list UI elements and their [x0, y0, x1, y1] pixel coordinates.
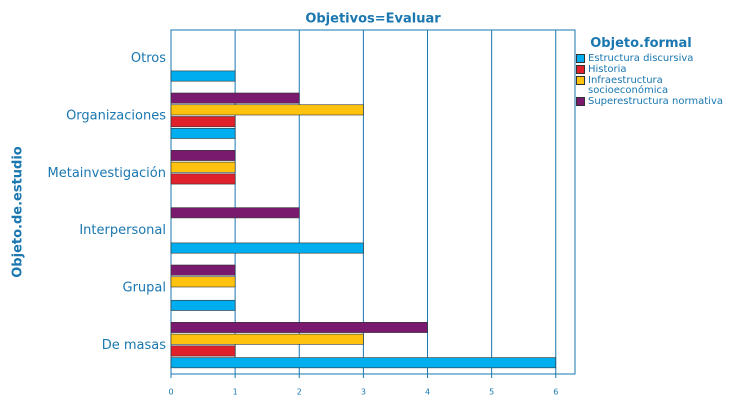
y-tick-label: Metainvestigación — [48, 166, 166, 181]
x-tick-label: 5 — [489, 388, 494, 397]
bar — [170, 333, 364, 345]
legend-label: Historia — [588, 64, 627, 75]
x-tick-label: 0 — [168, 388, 173, 397]
y-axis-title: Objeto.de.estudio — [11, 146, 26, 278]
legend-swatch — [576, 54, 585, 63]
legend-swatch — [576, 76, 585, 85]
legend-swatch — [576, 65, 585, 74]
legend-title: Objeto.formal — [590, 36, 692, 51]
bar — [170, 357, 557, 369]
x-tick-label: 3 — [361, 388, 366, 397]
x-tick-label: 1 — [233, 388, 238, 397]
bar — [170, 173, 236, 185]
y-tick-label: Organizaciones — [66, 109, 166, 124]
legend-item: Superestructura normativa — [576, 97, 736, 107]
y-tick-label: Grupal — [123, 281, 167, 296]
bar — [170, 161, 236, 173]
bar — [170, 116, 236, 128]
bar — [170, 276, 236, 288]
chart-title: Objetivos=Evaluar — [305, 12, 441, 27]
bar — [170, 242, 364, 254]
x-tick-label: 6 — [553, 388, 558, 397]
bar — [170, 264, 236, 276]
bar — [170, 104, 364, 116]
y-tick-label: De masas — [102, 338, 167, 353]
x-tick-label: 4 — [425, 388, 430, 397]
x-tick-label: 2 — [297, 388, 302, 397]
legend-label: Superestructura normativa — [588, 96, 723, 107]
legend-swatch — [576, 97, 585, 106]
bar — [170, 127, 236, 139]
legend-item: Estructura discursiva — [576, 54, 736, 64]
legend-item: Historia — [576, 65, 736, 75]
bar — [170, 299, 236, 311]
bar — [170, 150, 236, 161]
bar — [170, 70, 236, 82]
legend-label: Estructura discursiva — [588, 53, 694, 64]
bar — [170, 92, 300, 104]
bar — [170, 322, 428, 333]
y-tick-label: Otros — [131, 51, 166, 66]
bar — [170, 207, 300, 219]
y-tick-label: Interpersonal — [79, 223, 166, 238]
legend: Objeto.formal Estructura discursiva Histo… — [576, 36, 736, 108]
legend-item: Infraestructura socioeconómica — [576, 76, 736, 96]
legend-label: Infraestructura socioeconómica — [588, 75, 669, 96]
bar — [170, 345, 236, 357]
